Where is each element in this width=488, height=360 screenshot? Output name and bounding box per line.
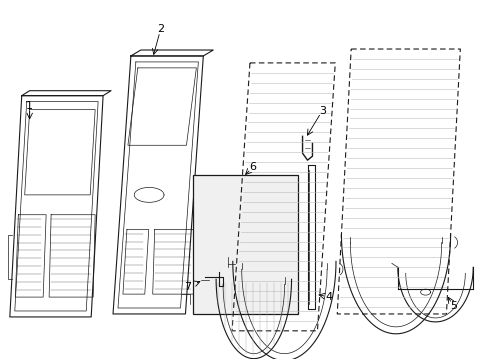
Text: 5: 5 <box>449 301 456 311</box>
Text: 1: 1 <box>26 100 33 111</box>
Text: 7: 7 <box>183 282 191 292</box>
Text: 3: 3 <box>318 105 325 116</box>
Text: 4: 4 <box>325 292 332 302</box>
Bar <box>193 175 297 314</box>
Text: 6: 6 <box>249 162 256 172</box>
Text: 2: 2 <box>157 24 164 34</box>
